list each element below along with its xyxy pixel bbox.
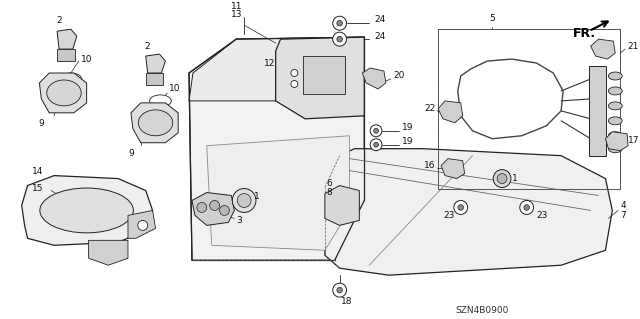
Polygon shape: [189, 37, 364, 101]
Circle shape: [291, 70, 298, 77]
Polygon shape: [40, 73, 86, 113]
Ellipse shape: [40, 188, 133, 233]
Circle shape: [138, 220, 148, 230]
Polygon shape: [189, 37, 364, 260]
Polygon shape: [207, 136, 349, 250]
Text: 24: 24: [374, 15, 385, 24]
Text: 8: 8: [326, 188, 332, 197]
Text: 10: 10: [81, 55, 92, 63]
Text: 19: 19: [402, 123, 413, 132]
Bar: [438, 29, 620, 189]
Ellipse shape: [150, 95, 172, 107]
Polygon shape: [605, 132, 628, 151]
Circle shape: [337, 36, 342, 42]
Text: 12: 12: [264, 59, 276, 68]
Ellipse shape: [60, 73, 82, 85]
Polygon shape: [438, 101, 463, 123]
Circle shape: [197, 203, 207, 212]
Text: 17: 17: [628, 136, 639, 145]
Text: 2: 2: [56, 16, 62, 25]
Text: 20: 20: [394, 71, 405, 80]
Text: 18: 18: [340, 297, 352, 306]
Ellipse shape: [609, 145, 622, 153]
Circle shape: [370, 125, 382, 137]
Bar: [303, 56, 344, 94]
Text: SZN4B0900: SZN4B0900: [456, 306, 509, 315]
Circle shape: [374, 142, 378, 147]
Text: 14: 14: [32, 167, 43, 175]
Bar: [589, 66, 607, 156]
Ellipse shape: [138, 110, 173, 136]
Circle shape: [374, 128, 378, 133]
Polygon shape: [362, 68, 386, 89]
Text: 4: 4: [620, 201, 626, 210]
Polygon shape: [325, 186, 359, 226]
Text: FR.: FR.: [573, 27, 596, 40]
Polygon shape: [591, 39, 615, 59]
Polygon shape: [276, 37, 364, 119]
Circle shape: [337, 287, 342, 293]
Text: 5: 5: [490, 14, 495, 23]
Circle shape: [220, 205, 229, 215]
Circle shape: [333, 283, 346, 297]
Circle shape: [458, 205, 463, 210]
Text: 19: 19: [402, 137, 413, 146]
Ellipse shape: [609, 132, 622, 140]
Text: 15: 15: [31, 183, 43, 193]
Text: 1: 1: [512, 174, 518, 183]
Text: 24: 24: [374, 32, 385, 41]
Polygon shape: [441, 159, 465, 179]
Text: 9: 9: [38, 119, 44, 128]
Circle shape: [524, 205, 529, 210]
Ellipse shape: [609, 102, 622, 110]
Circle shape: [291, 80, 298, 87]
Text: 22: 22: [424, 104, 435, 113]
Text: 6: 6: [326, 179, 332, 188]
Polygon shape: [131, 103, 178, 143]
Polygon shape: [146, 54, 165, 73]
Text: 11: 11: [230, 2, 242, 11]
Text: 23: 23: [444, 211, 455, 220]
Text: 21: 21: [627, 41, 639, 51]
Text: 1: 1: [254, 192, 260, 201]
Text: 23: 23: [536, 211, 548, 220]
Text: 13: 13: [230, 10, 242, 19]
Bar: [57, 49, 75, 61]
Text: 7: 7: [620, 211, 626, 220]
Polygon shape: [57, 29, 77, 49]
Text: 3: 3: [236, 216, 242, 225]
Text: 16: 16: [424, 161, 435, 170]
Ellipse shape: [609, 117, 622, 125]
Text: 2: 2: [145, 42, 150, 51]
Ellipse shape: [609, 87, 622, 95]
Ellipse shape: [47, 80, 81, 106]
Circle shape: [520, 200, 534, 214]
Polygon shape: [88, 240, 128, 265]
Circle shape: [333, 16, 346, 30]
Circle shape: [237, 194, 251, 207]
Circle shape: [210, 200, 220, 211]
Circle shape: [333, 32, 346, 46]
Ellipse shape: [609, 72, 622, 80]
Polygon shape: [192, 193, 234, 226]
Circle shape: [454, 200, 468, 214]
Circle shape: [370, 139, 382, 151]
Text: 9: 9: [128, 149, 134, 158]
Text: 10: 10: [170, 85, 181, 93]
Polygon shape: [22, 175, 152, 245]
Circle shape: [232, 189, 256, 212]
Circle shape: [493, 170, 511, 188]
Circle shape: [497, 174, 507, 183]
Bar: [146, 73, 163, 85]
Polygon shape: [128, 211, 156, 238]
Circle shape: [337, 20, 342, 26]
Polygon shape: [325, 149, 612, 275]
